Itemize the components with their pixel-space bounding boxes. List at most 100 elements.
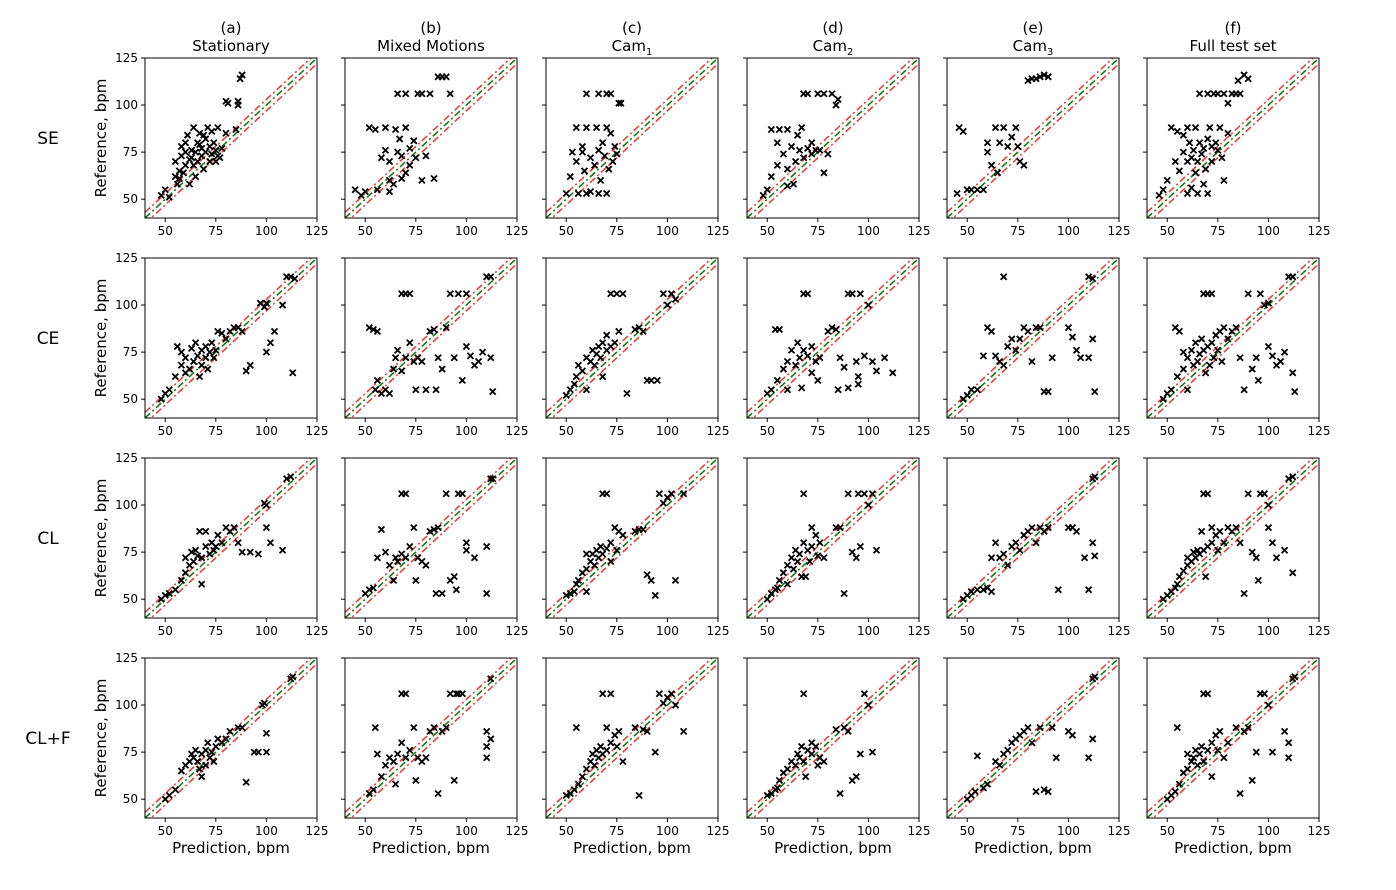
data-point (854, 490, 862, 498)
data-point (979, 352, 988, 360)
x-tick-label: 50 (158, 224, 173, 238)
y-axis-label: Reference, bpm (92, 679, 110, 798)
data-point (165, 386, 173, 394)
x-tick-label: 75 (208, 624, 223, 638)
data-point (1236, 789, 1244, 798)
reference-line-2 (1151, 63, 1319, 218)
column-title-3: (d)Cam2 (813, 19, 854, 58)
data-point (797, 742, 806, 751)
panel-2-5: 50 75 100 125 (1143, 457, 1330, 638)
data-point (177, 348, 186, 356)
data-point (1256, 290, 1264, 298)
data-point (179, 169, 188, 177)
data-point (434, 789, 442, 798)
panel-3-2: 50 75 100 125 (542, 657, 729, 838)
data-point (759, 191, 767, 200)
data-point (800, 490, 808, 498)
data-point (953, 189, 961, 198)
data-point (643, 571, 651, 579)
row-label-3: CL+F (25, 729, 70, 749)
data-point (599, 339, 607, 347)
reference-line-1 (145, 58, 313, 213)
data-point (1218, 154, 1226, 162)
panel-3-3: 50 75 100 125 (743, 657, 930, 838)
data-point (1048, 354, 1056, 362)
x-tick-label: 125 (908, 424, 931, 438)
data-point (991, 124, 1000, 132)
data-point (450, 572, 458, 581)
data-point (398, 174, 406, 183)
data-point (389, 365, 398, 373)
data-point (663, 301, 672, 309)
data-point (1163, 176, 1171, 184)
data-point (763, 186, 771, 194)
data-point (1244, 724, 1252, 732)
data-point (1220, 176, 1228, 184)
panel-frame (946, 657, 1120, 819)
data-point (430, 525, 438, 534)
x-tick-label: 75 (408, 824, 423, 838)
x-tick-label: 50 (960, 224, 975, 238)
data-point (206, 348, 214, 356)
x-tick-label: 75 (1010, 424, 1025, 438)
data-point (590, 161, 599, 169)
data-point (385, 157, 394, 166)
x-tick-label: 125 (908, 624, 931, 638)
data-point (161, 591, 169, 600)
reference-line-1 (1147, 658, 1315, 813)
data-point (377, 525, 386, 534)
data-point (1089, 335, 1097, 343)
data-point (395, 135, 404, 143)
data-point (402, 354, 410, 362)
data-point (434, 524, 442, 532)
reference-line-2 (149, 263, 317, 418)
data-point (204, 739, 212, 747)
reference-line-0 (747, 58, 919, 218)
x-tick-label: 125 (908, 224, 931, 238)
data-point (171, 157, 179, 166)
data-point (1206, 361, 1214, 369)
data-point (234, 97, 242, 105)
data-point (814, 90, 822, 98)
column-letter: (c) (622, 19, 642, 37)
data-point (1012, 539, 1020, 547)
data-point (487, 475, 495, 483)
data-point (860, 690, 869, 698)
data-point (402, 90, 410, 98)
data-point (406, 746, 414, 754)
data-point (430, 174, 438, 183)
data-point (198, 580, 206, 588)
data-point (193, 157, 202, 166)
data-point (185, 180, 194, 188)
data-point (438, 589, 446, 598)
data-point (828, 324, 836, 332)
data-point (1175, 327, 1184, 336)
data-point (177, 767, 186, 775)
data-point (483, 754, 491, 762)
data-point (442, 490, 450, 498)
data-point (210, 354, 218, 362)
data-point (864, 301, 873, 309)
data-point (582, 765, 591, 773)
data-point (1200, 144, 1208, 152)
reference-line-2 (550, 63, 718, 218)
data-point (1085, 273, 1093, 281)
data-point (820, 169, 828, 177)
x-tick-label: 50 (358, 824, 373, 838)
data-point (578, 148, 587, 156)
data-point (1179, 131, 1188, 139)
data-point (1216, 727, 1224, 736)
data-point (795, 354, 804, 362)
data-point (844, 490, 852, 498)
data-point (165, 791, 173, 800)
data-point (1220, 754, 1228, 762)
data-point (195, 372, 204, 381)
data-point (1183, 189, 1192, 198)
data-point (1068, 333, 1077, 341)
x-tick-label: 125 (306, 624, 329, 638)
x-tick-label: 75 (810, 424, 825, 438)
x-tick-label: 50 (559, 424, 574, 438)
panel-2-1: 50 75 100 125 (341, 457, 528, 638)
x-tick-label: 50 (760, 824, 775, 838)
data-point (371, 125, 379, 134)
